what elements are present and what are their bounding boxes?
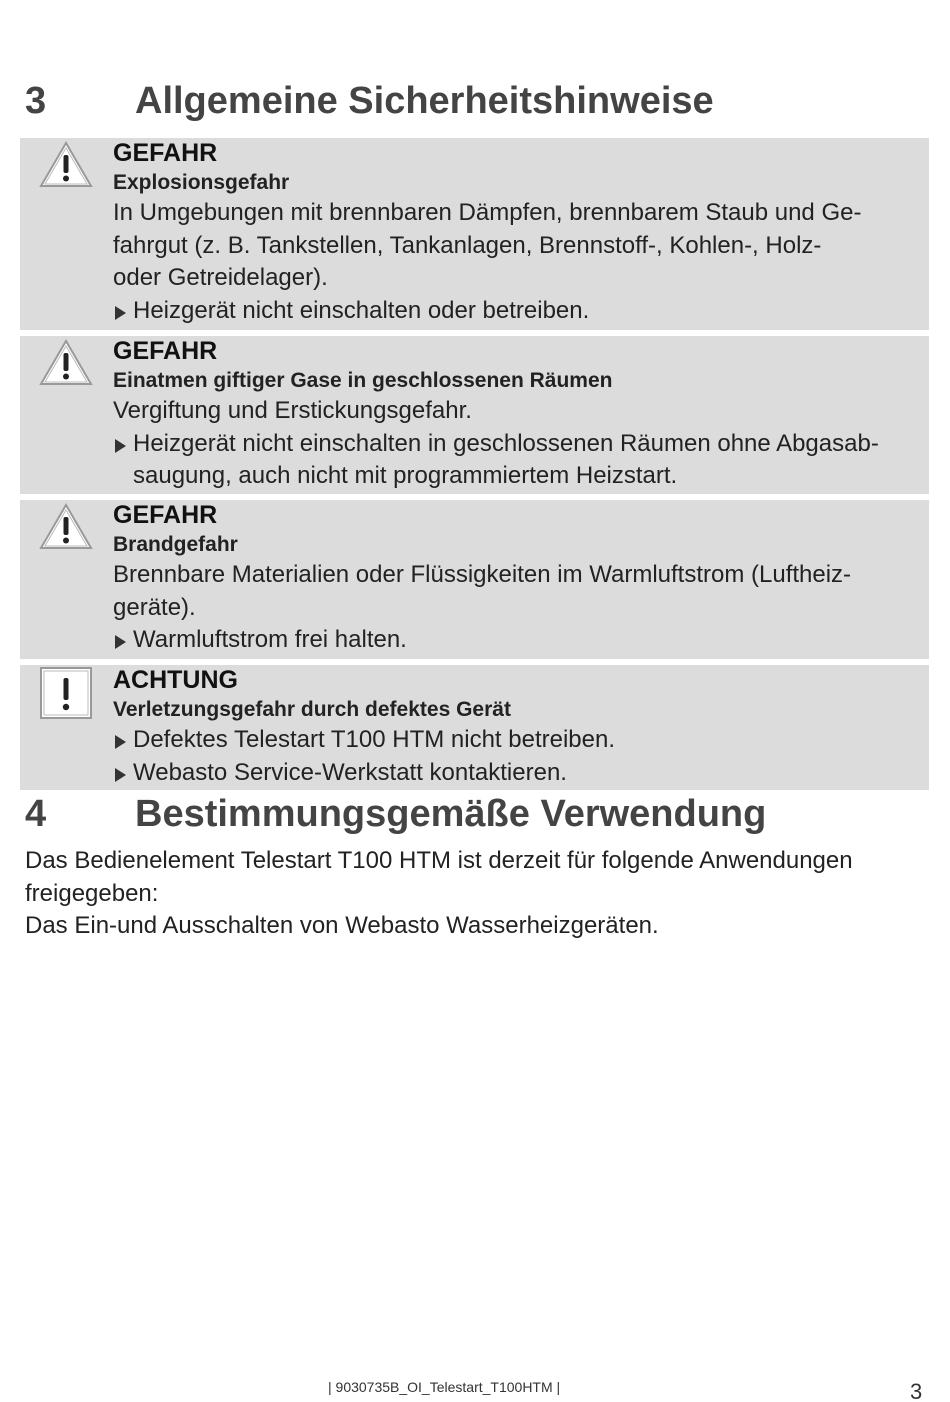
hazard-title: Explosionsgefahr (113, 171, 290, 194)
section-number: 4 (25, 793, 47, 835)
hazard-title: Einatmen giftiger Gase in geschlossenen … (113, 369, 613, 392)
action-item: Webasto Service-Werkstatt kontaktieren. (113, 757, 615, 790)
hazard-text: Brennbare Materialien oder Flüssigkeiten… (113, 561, 852, 588)
action-item: Heizgerät nicht einschalten in geschloss… (113, 428, 879, 461)
warning-triangle-icon (39, 339, 93, 385)
warning-triangle-icon (39, 141, 93, 187)
paragraph-line: Das Bedienelement Telestart T100 HTM ist… (25, 847, 853, 874)
bullet-arrow-icon (115, 305, 126, 320)
bullet-arrow-icon (115, 635, 126, 649)
action-item: Defektes Telestart T100 HTM nicht betrei… (113, 724, 615, 757)
bullet-arrow-icon (115, 735, 126, 749)
intended-use-paragraph: Das Bedienelement Telestart T100 HTM ist… (25, 845, 853, 943)
page-number: 3 (910, 1379, 923, 1402)
section-title: Allgemeine Sicherheitshinweise (135, 80, 714, 122)
signal-word: GEFAHR (113, 501, 218, 529)
hazard-text: oder Getreidelager). (113, 264, 328, 291)
warning-box-explosion: GEFAHR Explosionsgefahr In Umgebungen mi… (20, 138, 929, 330)
paragraph-line: Das Ein-und Ausschalten von Webasto Wass… (25, 912, 659, 939)
hazard-text: Vergiftung und Erstickungsgefahr. (113, 397, 472, 424)
warning-box-fire: GEFAHR Brandgefahr Brennbare Materialien… (20, 500, 929, 659)
exclamation-square-icon (40, 667, 92, 719)
hazard-title: Verletzungsgefahr durch defektes Gerät (113, 698, 511, 721)
section-title: Bestimmungsgemäße Verwendung (135, 793, 767, 835)
signal-word: GEFAHR (113, 139, 218, 167)
bullet-arrow-icon (115, 767, 126, 782)
action-item-continued: saugung, auch nicht mit programmiertem H… (133, 462, 678, 489)
notice-box-defective-device: ACHTUNG Verletzungsgefahr durch defektes… (20, 665, 929, 790)
hazard-title: Brandgefahr (113, 533, 238, 556)
warning-triangle-icon (39, 503, 93, 549)
action-item: Warmluftstrom frei halten. (113, 624, 851, 657)
hazard-text: geräte). (113, 593, 196, 621)
hazard-text: fahrgut (z. B. Tankstellen, Tankanlagen,… (113, 231, 822, 259)
footer-document-id: | 9030735B_OI_Telestart_T100HTM | (328, 1379, 561, 1395)
warning-box-toxic-gas: GEFAHR Einatmen giftiger Gase in geschlo… (20, 336, 929, 494)
signal-word: GEFAHR (113, 337, 218, 365)
section-number: 3 (25, 80, 47, 122)
hazard-text: In Umgebungen mit brennbaren Dämpfen, br… (113, 199, 862, 226)
action-item: Heizgerät nicht einschalten oder betreib… (113, 295, 861, 328)
paragraph-line: freigegeben: (25, 879, 159, 907)
bullet-arrow-icon (115, 438, 126, 453)
signal-word: ACHTUNG (113, 666, 238, 694)
